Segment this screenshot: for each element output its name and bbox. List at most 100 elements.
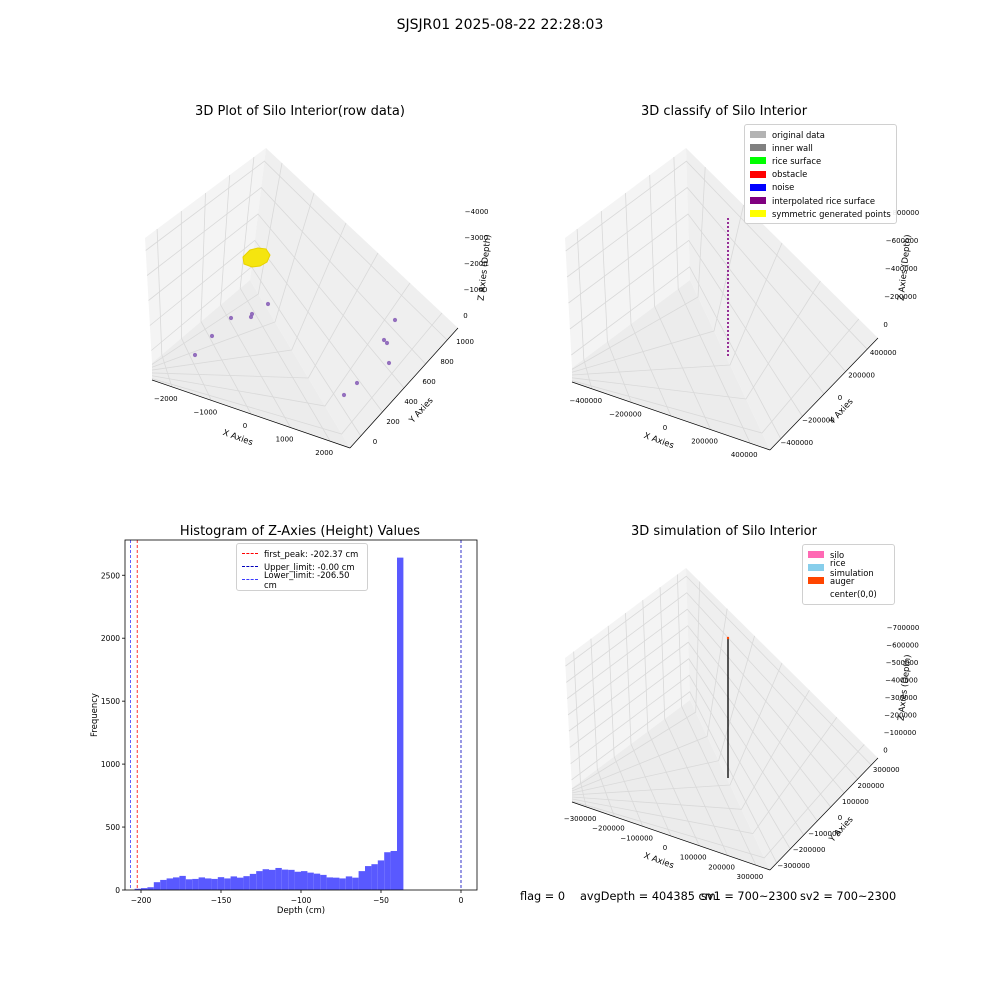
data-point <box>228 315 234 321</box>
z-tick-label: −400000 <box>885 676 918 684</box>
simulation3d-plot: −300000−200000−1000000100000200000300000… <box>564 568 919 880</box>
y-tick-label: 400 <box>404 398 417 406</box>
z-tick-label: 0 <box>883 746 887 754</box>
data-point <box>341 392 347 398</box>
grid-line <box>151 222 347 371</box>
y-tick-label: 600 <box>422 378 435 386</box>
histogram-bar <box>294 871 301 890</box>
histogram-bar <box>371 864 378 890</box>
legend-item: auger <box>808 574 889 587</box>
grid-line <box>156 228 173 387</box>
grid-line <box>571 266 782 439</box>
grid-line <box>673 156 751 444</box>
simulation3d-title: 3D simulation of Silo Interior <box>631 524 817 539</box>
grid-line <box>571 717 838 835</box>
grid-line <box>571 204 744 373</box>
grid-line <box>239 156 331 442</box>
legend-label: center(0,0) <box>830 589 877 600</box>
x-tick-label: −100000 <box>620 834 653 842</box>
grid-line <box>151 282 411 407</box>
y-tick-label: −200000 <box>802 416 835 424</box>
y-tick-label: 0 <box>838 814 842 822</box>
grid-line <box>571 691 778 864</box>
histogram-bar <box>281 869 289 890</box>
back-pane <box>565 148 690 368</box>
histogram-bar <box>352 877 359 890</box>
histogram-bar <box>192 878 199 890</box>
grid-line <box>571 280 821 400</box>
legend-item: center(0,0) <box>808 588 889 601</box>
z-tick-label: −600000 <box>886 237 919 245</box>
histogram-plot: −200 −150 −100 −50 0 0 500 1000 1500 2000 2500 Dept… <box>90 539 478 916</box>
histogram-bar <box>345 876 353 890</box>
x-tick-label: 0 <box>663 424 667 432</box>
histogram-bar <box>179 875 186 890</box>
x-axis-label: X Axies <box>221 428 254 448</box>
grid-line <box>149 239 383 413</box>
histogram-bar <box>185 879 193 890</box>
x-tick-label: −1000 <box>194 408 218 416</box>
x-tick-label: 300000 <box>736 873 763 880</box>
histogram-bar <box>198 877 205 890</box>
grid-line <box>151 192 315 368</box>
classify3d-legend: original data inner wall rice surface obsta… <box>744 124 897 225</box>
legend-swatch <box>242 553 258 555</box>
legend-swatch <box>750 197 766 205</box>
legend-item: obstacle <box>750 168 891 181</box>
sv1-text: sv1 = 700~2300 <box>701 890 798 903</box>
grid-line <box>220 174 291 428</box>
grid-line <box>568 213 825 395</box>
histogram-bar <box>217 877 225 890</box>
grid-line <box>607 625 644 827</box>
back-pane <box>565 568 690 788</box>
grid-line <box>571 608 728 792</box>
grid-line <box>571 635 755 794</box>
y-tick-label: 1000 <box>456 338 474 346</box>
x-tick-label: 0 <box>663 844 667 852</box>
grid-line <box>151 312 443 435</box>
histogram-bar <box>147 887 154 890</box>
right-pane <box>686 148 878 450</box>
legend-item: symmetric generated points <box>750 207 891 220</box>
grid-line <box>649 174 711 430</box>
floor-pane <box>572 280 770 450</box>
flag-text: flag = 0 <box>520 890 566 903</box>
histogram-bar <box>377 860 385 890</box>
histogram-bar <box>339 878 346 890</box>
histogram-bar <box>205 878 212 890</box>
sv2-text: sv2 = 700~2300 <box>800 890 897 903</box>
histogram-bar <box>326 877 333 890</box>
z-tick-label: −500000 <box>886 659 919 667</box>
grid-line <box>571 689 810 810</box>
legend-item: original data <box>750 128 891 141</box>
histogram-bar <box>275 867 282 890</box>
legend-swatch <box>750 144 766 152</box>
avg-depth-text: avgDepth = 404385 cm <box>580 890 716 903</box>
legend-item: Lower_limit: -206.50 cm <box>242 570 362 590</box>
histogram-bar <box>230 876 237 890</box>
histogram-bar <box>237 877 244 890</box>
legend-label: symmetric generated points <box>772 208 891 219</box>
grid-line <box>569 239 803 417</box>
y-tick-label: 800 <box>440 358 453 366</box>
grid-line <box>146 187 426 365</box>
grid-line <box>571 662 783 796</box>
classify3d-plot: −400000 −200000 0 200000 400000 −400000 −20000… <box>565 148 920 459</box>
histogram-bar <box>384 852 391 890</box>
y-axis-line <box>769 337 879 451</box>
z-tick-label: −800000 <box>887 209 920 217</box>
z-tick-label: −300000 <box>885 694 918 702</box>
data-point <box>248 314 254 320</box>
legend-item: interpolated rice surface <box>750 194 891 207</box>
y-axis-line <box>769 757 879 871</box>
y-tick-label: −200000 <box>793 846 826 854</box>
histogram-bar <box>173 877 180 890</box>
x-axis-line <box>571 801 771 871</box>
histogram-bar <box>320 874 327 890</box>
grid-line <box>571 166 706 370</box>
legend-label: noise <box>772 182 795 193</box>
y-tick-label: 500 <box>106 823 121 832</box>
legend-label: auger <box>830 575 855 586</box>
figure-title: SJSJR01 2025-08-22 22:28:03 <box>396 17 604 33</box>
legend-item: noise <box>750 181 891 194</box>
